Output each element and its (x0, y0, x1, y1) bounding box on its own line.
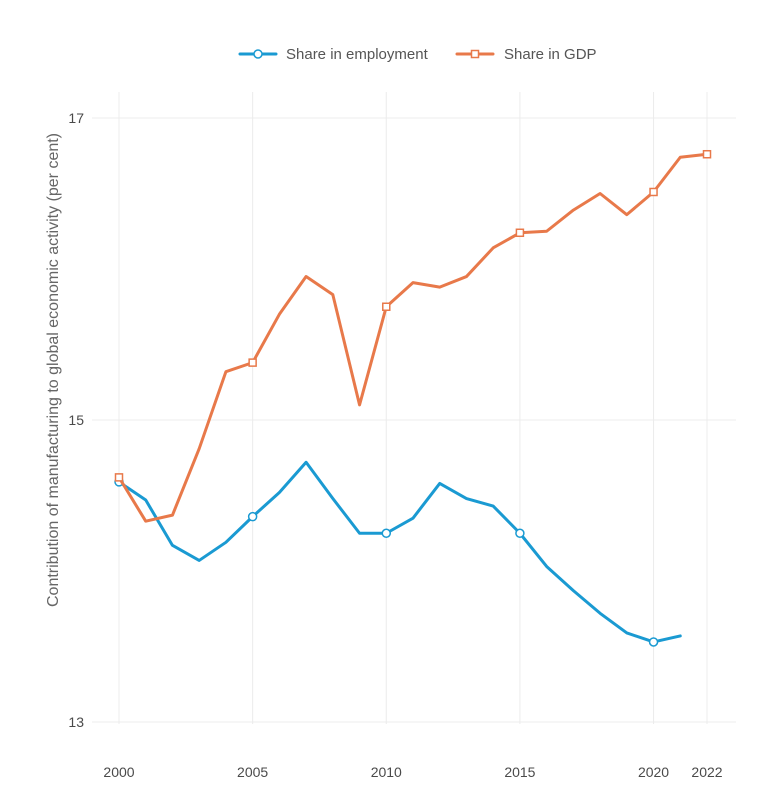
grid (92, 92, 736, 724)
data-point-square[interactable] (114, 473, 124, 482)
data-point-circle[interactable] (648, 637, 659, 647)
legend-square-marker (470, 49, 480, 59)
data-point-square[interactable] (382, 302, 391, 311)
data-point-square[interactable] (248, 358, 257, 367)
x-tick-label: 2000 (103, 764, 134, 780)
y-tick-label: 13 (68, 714, 84, 730)
x-tick-label: 2020 (638, 764, 669, 780)
axes: Contribution of manufacturing to global … (45, 110, 723, 780)
y-tick-label: 17 (68, 110, 84, 126)
series-line (117, 152, 709, 523)
y-tick-label: 15 (68, 412, 84, 428)
legend-label: Share in employment (286, 46, 429, 63)
y-axis-title: Contribution of manufacturing to global … (45, 133, 62, 607)
x-tick-label: 2010 (371, 764, 402, 780)
data-point-square[interactable] (649, 187, 658, 197)
data-point-circle[interactable] (247, 511, 258, 522)
legend: Share in employment Share in GDP (238, 46, 597, 63)
series-employment (114, 460, 682, 647)
x-tick-label: 2015 (504, 764, 535, 780)
data-point-square[interactable] (515, 228, 525, 238)
x-tick-label: 2022 (691, 764, 722, 780)
x-tick-label: 2005 (237, 764, 268, 780)
series (114, 149, 712, 647)
legend-item-gdp[interactable]: Share in GDP (455, 46, 597, 63)
legend-item-employment[interactable]: Share in employment (238, 46, 429, 63)
legend-label: Share in GDP (504, 46, 597, 63)
series-line (117, 460, 682, 644)
legend-circle-marker (253, 49, 263, 59)
data-point-square[interactable] (702, 149, 712, 159)
series-gdp (114, 149, 712, 523)
data-point-circle[interactable] (515, 528, 525, 538)
data-point-circle[interactable] (381, 528, 392, 538)
